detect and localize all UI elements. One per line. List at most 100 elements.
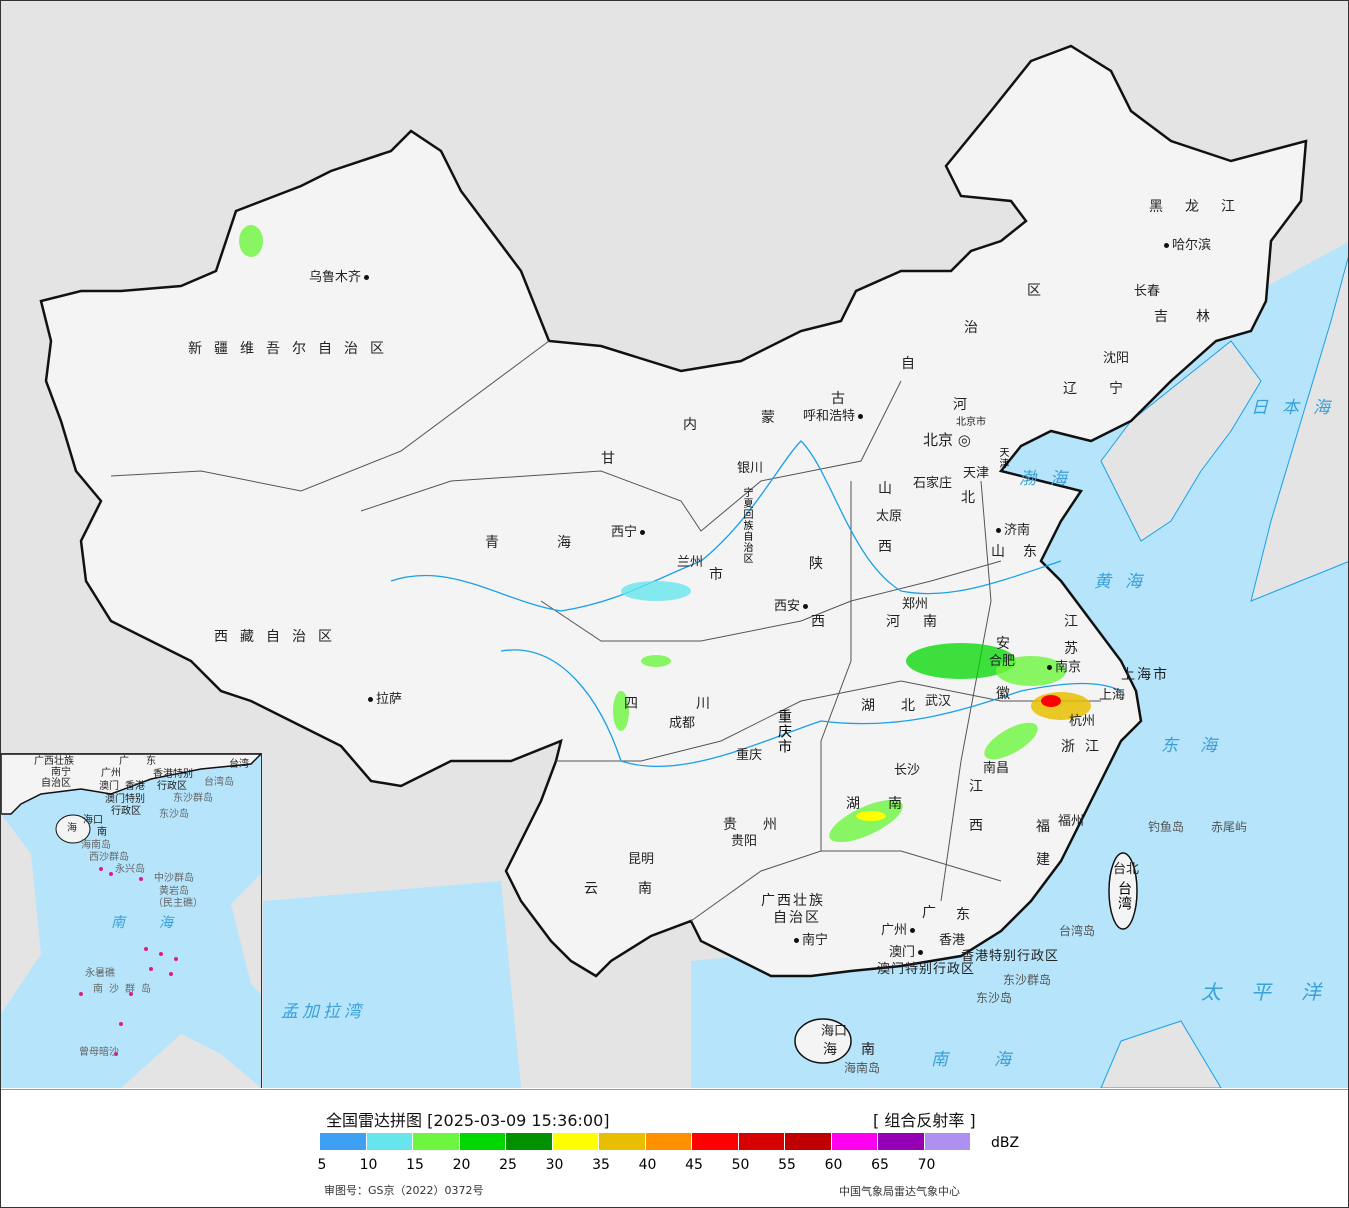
inset-label: 自治区 — [41, 778, 71, 789]
inset-label: 澳门特别 — [105, 794, 145, 805]
inset-label: 永兴岛 — [115, 864, 145, 875]
city-label: 台北 — [1113, 862, 1140, 877]
inset-label: 南沙群岛 — [93, 984, 157, 995]
province-label: 南 — [861, 1042, 875, 1058]
inset-label: 台湾岛 — [204, 777, 234, 788]
province-label: 区 — [1027, 283, 1041, 299]
province-label: 安 — [996, 636, 1010, 652]
province-label: 治 — [964, 320, 978, 336]
inset-label: 广州 — [101, 768, 121, 779]
city-label: 银川 — [737, 461, 764, 476]
province-label: 辽 — [1063, 381, 1077, 397]
province-label: 江 — [1064, 614, 1078, 630]
province-label: 南 — [888, 796, 902, 812]
province-label: 宁夏回族自治区 — [741, 487, 752, 564]
inset-label: 南 — [97, 827, 107, 838]
inset-label: 曾母暗沙 — [79, 1047, 119, 1058]
inset-label: 永暑礁 — [85, 968, 115, 979]
city-label: 成都 — [669, 716, 696, 731]
province-label: 宁 — [1109, 381, 1123, 397]
scale-tick-label: 25 — [499, 1157, 517, 1173]
province-label: 川 — [696, 696, 710, 712]
inset-label: 海 — [67, 823, 77, 834]
city-label: 拉萨 — [365, 693, 402, 706]
inset-label: 南 — [111, 915, 125, 931]
inset-label: 香港特别 — [153, 769, 193, 780]
inset-label: 西沙群岛 — [89, 852, 129, 863]
inset-label: 南宁 — [51, 767, 71, 778]
inset-label: 海南岛 — [81, 840, 111, 851]
province-label: 自治区 — [773, 910, 821, 926]
city-label: 西宁 — [611, 526, 648, 539]
island-label: 赤尾屿 — [1211, 820, 1248, 834]
city-label: 兰州 — [677, 555, 704, 570]
bay-of-bengal — [263, 881, 521, 1088]
radar-echoes — [239, 225, 1091, 843]
city-label: 乌鲁木齐 — [309, 271, 372, 284]
color-swatch — [831, 1133, 877, 1150]
scale-tick-label: 50 — [731, 1157, 750, 1173]
inset-label: 广 — [119, 756, 129, 767]
inset-label: 海口 — [83, 815, 103, 826]
legend-panel: 全国雷达拼图 [2025-03-09 15:36:00] [ 组合反射率 ] d… — [1, 1089, 1348, 1207]
province-borders — [110, 340, 1101, 922]
province-label: 西藏自治区 — [214, 629, 344, 645]
sea-label: 东海 — [1161, 736, 1239, 756]
color-swatch — [645, 1133, 691, 1150]
scale-tick-label: 65 — [871, 1157, 889, 1173]
scale-tick-label: 45 — [685, 1157, 703, 1173]
product-name: [ 组合反射率 ] — [873, 1111, 976, 1130]
province-label: 山东 — [991, 544, 1055, 560]
city-label: 昆明 — [628, 852, 655, 867]
province-label: 广西壮族 — [761, 893, 825, 909]
city-label: 长沙 — [894, 763, 921, 778]
rivers — [390, 440, 1122, 768]
color-swatch — [413, 1133, 459, 1150]
unit-label: dBZ — [991, 1135, 1020, 1151]
province-label: 蒙 — [761, 410, 775, 426]
radar-map[interactable]: 新疆维吾尔自治区 西藏自治区 青 海 甘 内 蒙 古 自 治 区 黑龙江 吉 林… — [1, 1, 1348, 1088]
sea-label: 黄海 — [1094, 572, 1156, 592]
scale-tick-label: 30 — [545, 1157, 564, 1173]
city-label: 杭州 — [1069, 714, 1096, 729]
south-china-sea-inset: 广西壮族 南宁 自治区 广 东 广州 澳门 香港 香港特别 行政区 澳门特别 行… — [1, 753, 262, 1088]
province-label: 重庆市 — [776, 709, 792, 754]
province-label: 澳门特别行政区 — [877, 962, 976, 977]
inset-label: 海 — [159, 915, 173, 931]
color-scale — [320, 1133, 971, 1150]
city-label: 郑州 — [902, 597, 929, 612]
city-label: 西安 — [774, 600, 811, 613]
city-label: 沈阳 — [1103, 351, 1130, 366]
city-label: 海口 — [821, 1024, 848, 1039]
city-label: 南昌 — [983, 761, 1010, 776]
province-label: 建 — [1036, 852, 1050, 868]
province-label: 湖 — [846, 796, 860, 812]
city-label: 重庆 — [736, 748, 763, 763]
sea-label: 渤海 — [1019, 469, 1081, 489]
scale-tick-label: 70 — [917, 1157, 936, 1173]
province-label: 西 — [969, 818, 983, 834]
scale-tick-label: 5 — [317, 1157, 327, 1173]
island-label: 东沙岛 — [976, 991, 1013, 1005]
province-label: 苏 — [1064, 641, 1078, 657]
province-label: 西 — [878, 539, 892, 555]
province-label: 古 — [831, 391, 845, 407]
color-swatch — [552, 1133, 598, 1150]
city-label: 澳门 — [889, 946, 926, 959]
province-label: 青 — [485, 535, 499, 551]
scale-tick-label: 35 — [592, 1157, 610, 1173]
color-swatch — [692, 1133, 738, 1150]
province-label: 甘 — [601, 451, 615, 467]
province-label: 自 — [901, 356, 915, 372]
city-label: 南宁 — [791, 934, 828, 947]
province-label: 陕 — [809, 556, 823, 572]
color-swatch — [506, 1133, 552, 1150]
inset-label: 澳门 — [99, 781, 119, 792]
island-label: 钓鱼岛 — [1148, 820, 1185, 834]
city-label: 合肥 — [989, 654, 1016, 669]
scale-tick-label: 40 — [638, 1157, 657, 1173]
inset-label: （民主礁） — [153, 898, 203, 909]
province-label: 黑龙江 — [1149, 199, 1257, 215]
city-label: 天津 — [963, 466, 990, 481]
inset-label: 台湾 — [229, 759, 249, 770]
